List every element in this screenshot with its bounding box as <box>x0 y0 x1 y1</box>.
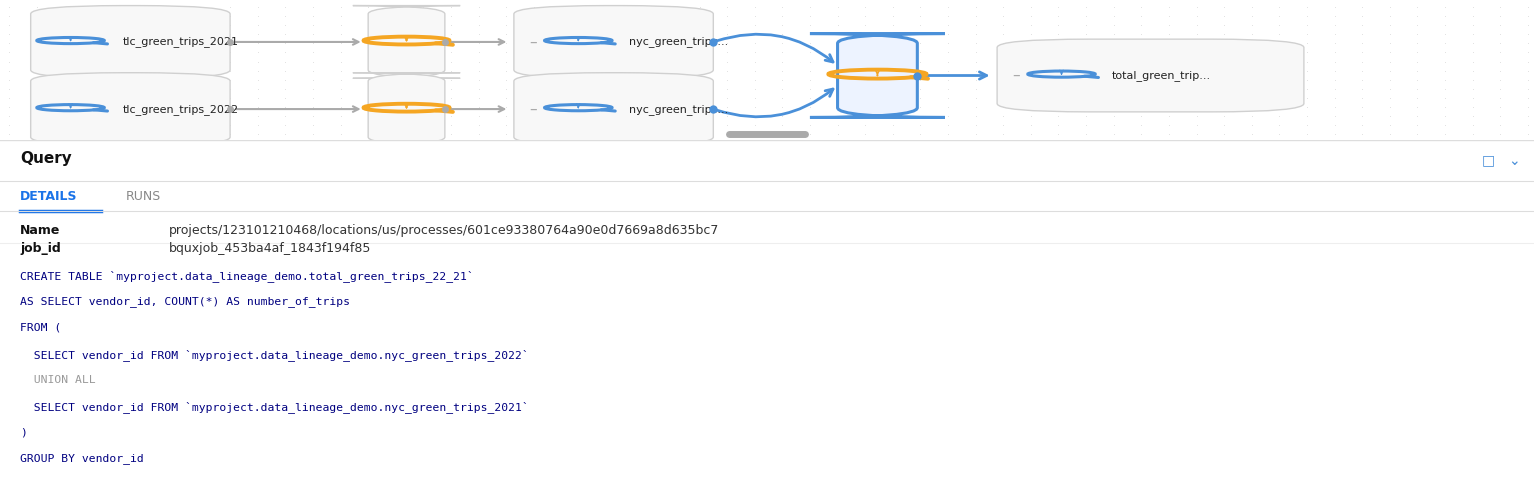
FancyBboxPatch shape <box>353 73 460 145</box>
Text: total_green_trip...: total_green_trip... <box>1112 70 1212 81</box>
FancyBboxPatch shape <box>514 6 713 78</box>
Text: projects/123101210468/locations/us/processes/601ce93380764a90e0d7669a8d635bc7: projects/123101210468/locations/us/proce… <box>169 223 719 236</box>
Text: GROUP BY vendor_id: GROUP BY vendor_id <box>20 453 144 464</box>
Text: SELECT vendor_id FROM `myproject.data_lineage_demo.nyc_green_trips_2021`: SELECT vendor_id FROM `myproject.data_li… <box>20 401 529 413</box>
Text: ): ) <box>20 427 26 437</box>
FancyBboxPatch shape <box>31 73 230 145</box>
Text: tlc_green_trips_2021: tlc_green_trips_2021 <box>123 37 239 47</box>
Text: –: – <box>529 34 537 49</box>
Text: nyc_green_trips...: nyc_green_trips... <box>629 37 729 47</box>
Text: ⌄: ⌄ <box>1508 153 1520 167</box>
Text: tlc_green_trips_2022: tlc_green_trips_2022 <box>123 104 239 115</box>
FancyBboxPatch shape <box>353 6 460 78</box>
FancyBboxPatch shape <box>997 39 1304 112</box>
Text: bquxjob_453ba4af_1843f194f85: bquxjob_453ba4af_1843f194f85 <box>169 241 371 255</box>
Text: CREATE TABLE `myproject.data_lineage_demo.total_green_trips_22_21`: CREATE TABLE `myproject.data_lineage_dem… <box>20 270 474 282</box>
Text: SELECT vendor_id FROM `myproject.data_lineage_demo.nyc_green_trips_2022`: SELECT vendor_id FROM `myproject.data_li… <box>20 349 529 361</box>
Text: nyc_green_trips...: nyc_green_trips... <box>629 104 729 115</box>
Text: AS SELECT vendor_id, COUNT(*) AS number_of_trips: AS SELECT vendor_id, COUNT(*) AS number_… <box>20 296 350 307</box>
FancyBboxPatch shape <box>514 73 713 145</box>
Text: UNION ALL: UNION ALL <box>20 375 95 385</box>
Text: Query: Query <box>20 151 72 166</box>
FancyBboxPatch shape <box>31 6 230 78</box>
Text: –: – <box>1012 68 1020 83</box>
Text: Name: Name <box>20 223 60 236</box>
FancyBboxPatch shape <box>810 34 945 118</box>
Text: DETAILS: DETAILS <box>20 190 77 203</box>
Text: –: – <box>529 102 537 117</box>
Text: □: □ <box>1482 153 1496 167</box>
Text: job_id: job_id <box>20 241 61 255</box>
Text: RUNS: RUNS <box>126 190 161 203</box>
Text: FROM (: FROM ( <box>20 322 61 332</box>
